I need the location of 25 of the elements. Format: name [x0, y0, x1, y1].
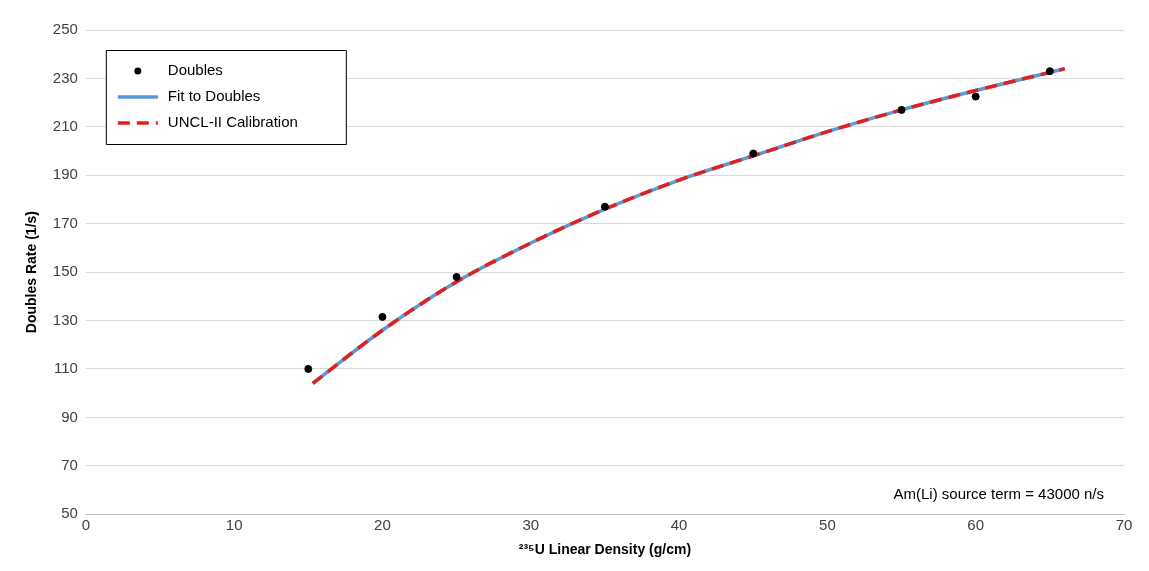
y-tick-label: 150 — [52, 262, 78, 280]
x-tick-label: 30 — [522, 516, 540, 534]
x-tick-label: 70 — [1115, 516, 1133, 534]
x-tick-label: 0 — [81, 516, 90, 534]
x-tick-label: 60 — [967, 516, 985, 534]
x-tick-label: 20 — [374, 516, 391, 534]
y-tick-label: 50 — [61, 504, 78, 522]
legend-label: Doubles — [167, 61, 223, 79]
legend-label: Fit to Doubles — [167, 87, 261, 105]
y-tick-label: 230 — [52, 68, 78, 86]
y-tick-label: 210 — [52, 116, 78, 134]
y-tick-label: 110 — [53, 359, 78, 377]
y-tick-label: 190 — [52, 165, 78, 183]
y-tick-label: 170 — [52, 213, 78, 231]
y-tick-label: 70 — [61, 455, 78, 473]
x-tick-label: 10 — [225, 516, 243, 534]
y-axis-title: Doubles Rate (1/s) — [23, 211, 40, 334]
y-tick-label: 130 — [52, 310, 78, 328]
x-tick-label: 40 — [670, 516, 688, 534]
y-tick-label: 90 — [61, 407, 78, 425]
y-tick-label: 250 — [52, 20, 78, 38]
x-axis-title: ²³⁵U Linear Density (g/cm) — [518, 541, 692, 558]
x-tick-label: 50 — [819, 516, 836, 534]
legend-label: UNCL-II Calibration — [167, 113, 298, 131]
annotation: Am(Li) source term = 43000 n/s — [893, 484, 1104, 502]
